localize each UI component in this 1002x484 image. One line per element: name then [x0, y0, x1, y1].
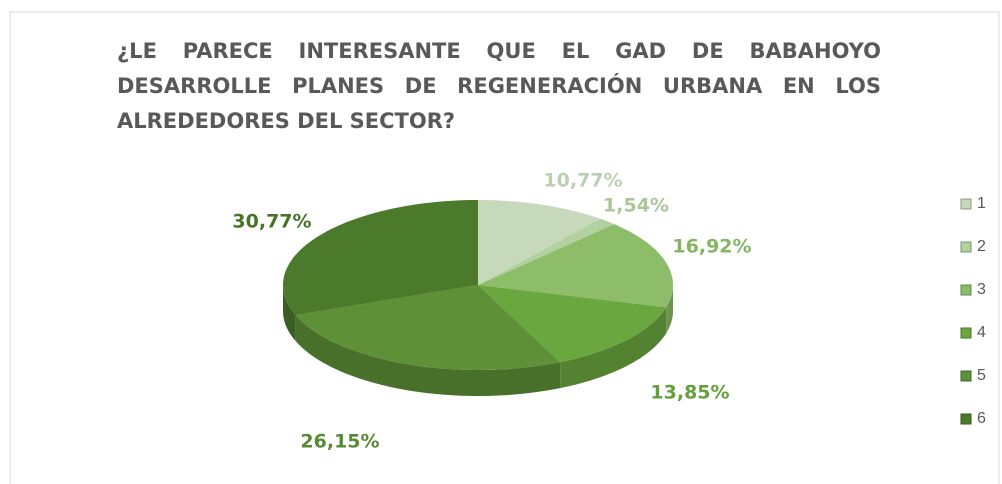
data-label: 30,77%: [232, 211, 311, 233]
legend-swatch: [960, 370, 972, 382]
data-label: 16,92%: [672, 236, 751, 258]
data-label: 10,77%: [543, 170, 622, 192]
legend-label: 2: [977, 238, 986, 255]
legend-label: 3: [977, 281, 986, 298]
legend-swatch: [960, 241, 972, 253]
slice: [295, 285, 561, 370]
legend-label: 1: [977, 195, 986, 212]
legend-swatch: [960, 327, 972, 339]
data-label: 1,54%: [603, 195, 669, 217]
chart-title: ¿LE PARECE INTERESANTE QUE EL GAD DE BAB…: [117, 39, 881, 133]
legend-swatch: [960, 284, 972, 296]
slice: [283, 200, 478, 316]
slice-side: [295, 315, 561, 396]
legend-label: 6: [977, 410, 986, 427]
data-label: 26,15%: [300, 431, 379, 453]
slice-side: [666, 285, 673, 334]
slice-side: [560, 307, 667, 389]
legend-swatch: [960, 413, 972, 425]
legend-label: 5: [977, 367, 986, 384]
legend-swatch: [960, 198, 972, 210]
slice: [478, 285, 667, 363]
slice: [478, 224, 673, 308]
legend-label: 4: [977, 324, 986, 341]
slice: [478, 200, 601, 285]
slice: [478, 218, 615, 285]
slice-side: [283, 285, 296, 342]
data-label: 13,85%: [650, 382, 729, 404]
